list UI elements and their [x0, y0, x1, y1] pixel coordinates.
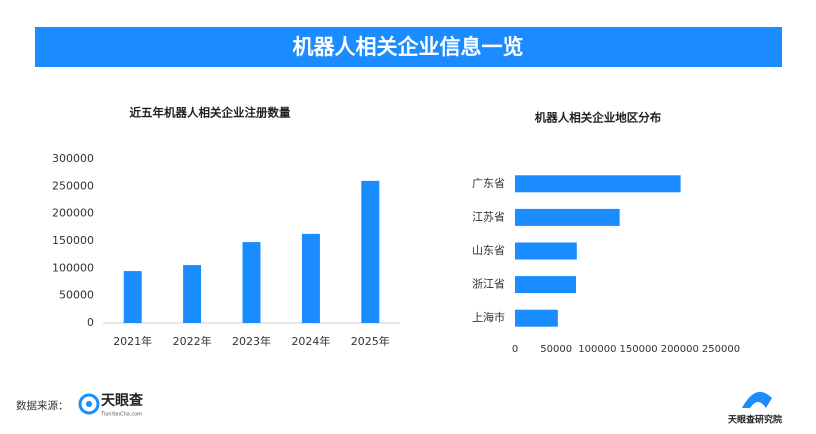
x-tick-label: 250000 — [702, 344, 740, 355]
y-tick-label: 100000 — [52, 261, 94, 274]
y-tick-label: 150000 — [52, 234, 94, 247]
x-tick-label: 2025年 — [351, 334, 390, 348]
bar — [123, 271, 142, 323]
source-label: 数据来源： — [16, 399, 69, 412]
x-tick-label: 100000 — [578, 344, 616, 355]
bar — [515, 276, 576, 294]
logo-icon — [78, 393, 100, 415]
bar — [361, 180, 380, 323]
source-logo: 天眼查 TianYanCha.com — [78, 392, 144, 418]
x-tick-label: 2023年 — [232, 334, 271, 348]
y-tick-label: 浙江省 — [472, 278, 505, 291]
y-tick-label: 广东省 — [472, 177, 505, 190]
x-tick-label: 0 — [512, 344, 518, 355]
x-tick-label: 2021年 — [113, 334, 152, 348]
y-tick-label: 50000 — [59, 289, 94, 302]
banner-title: 机器人相关企业信息一览 — [293, 35, 524, 59]
x-tick-label: 200000 — [661, 344, 699, 355]
institute-name: 天眼查研究院 — [728, 414, 782, 426]
logo-name: 天眼查 — [101, 392, 144, 409]
bar — [242, 242, 261, 323]
logo-icon-dot — [86, 401, 92, 407]
bar — [183, 265, 202, 323]
y-tick-label: 江苏省 — [472, 210, 505, 223]
y-tick-label: 300000 — [52, 152, 94, 165]
x-tick-label: 2024年 — [291, 334, 330, 348]
x-tick-label: 2022年 — [173, 334, 212, 348]
x-tick-label: 150000 — [620, 344, 658, 355]
x-tick-label: 50000 — [540, 344, 572, 355]
chart-title: 机器人相关企业地区分布 — [535, 111, 662, 125]
bar — [301, 233, 320, 323]
y-tick-label: 0 — [87, 316, 94, 329]
institute-icon — [742, 391, 772, 408]
y-tick-label: 山东省 — [472, 244, 505, 257]
y-tick-label: 200000 — [52, 207, 94, 220]
bar — [515, 175, 681, 193]
logo-url: TianYanCha.com — [100, 412, 142, 418]
y-tick-label: 上海市 — [472, 310, 505, 324]
bar — [515, 242, 577, 260]
banner — [35, 27, 782, 67]
bar — [515, 309, 558, 327]
chart-title: 近五年机器人相关企业注册数量 — [130, 106, 291, 120]
institute-logo: 天眼查研究院 — [728, 391, 782, 426]
bar — [515, 208, 620, 226]
y-tick-label: 250000 — [52, 179, 94, 192]
